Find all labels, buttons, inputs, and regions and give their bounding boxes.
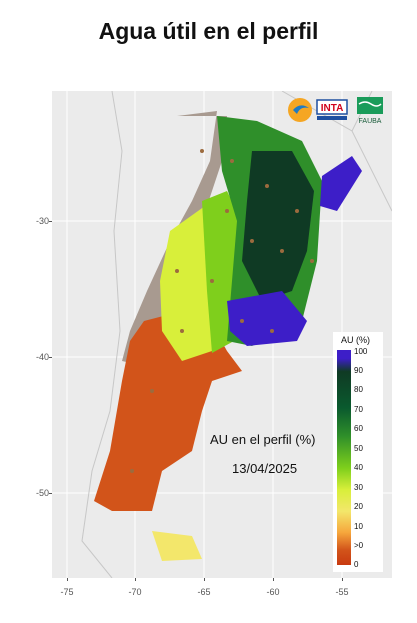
- legend-label: 0: [354, 560, 359, 569]
- legend-color-bar: [337, 350, 351, 565]
- y-tick-mark: [49, 357, 52, 358]
- fauba-logo-icon: FAUBA: [357, 97, 383, 125]
- x-tick-label: -65: [197, 587, 211, 597]
- legend-label: 70: [354, 405, 363, 414]
- y-tick-mark: [49, 493, 52, 494]
- legend-label: 40: [354, 463, 363, 472]
- svg-text:INTA: INTA: [321, 103, 344, 114]
- tierra-del-fuego: [152, 531, 202, 561]
- svg-text:FAUBA: FAUBA: [359, 118, 382, 125]
- saturated-region-south: [227, 291, 307, 346]
- inta-logo-icon: [316, 99, 348, 115]
- x-tick-label: -70: [128, 587, 142, 597]
- legend-label: 80: [354, 385, 363, 394]
- legend-label: >0: [354, 541, 364, 550]
- x-tick-mark: [273, 578, 274, 581]
- very-wet-region: [242, 151, 314, 301]
- y-tick-mark: [49, 221, 52, 222]
- x-tick-mark: [135, 578, 136, 581]
- legend: AU (%) 100 90 80 70 60 50 40 30 20 10 >0…: [333, 332, 383, 572]
- legend-label: 60: [354, 424, 363, 433]
- page-title: Agua útil en el perfil: [98, 18, 319, 44]
- legend-label: 20: [354, 502, 363, 511]
- institution-logos: INTA FAUBA: [287, 94, 387, 126]
- soil-water-map: [52, 91, 392, 578]
- chile-outline: [81, 91, 123, 578]
- legend-label: 30: [354, 483, 363, 492]
- legend-label: 90: [354, 366, 363, 375]
- map-date: 13/04/2025: [232, 461, 298, 476]
- stations: [130, 149, 314, 473]
- x-tick-label: -55: [335, 587, 349, 597]
- x-tick-label: -60: [266, 587, 280, 597]
- legend-label: 100: [354, 347, 368, 356]
- x-tick-label: -75: [60, 587, 74, 597]
- map-annotation-title: AU en el perfil (%): [210, 432, 316, 447]
- y-tick-label: -30: [35, 216, 49, 226]
- x-tick-mark: [67, 578, 68, 581]
- saturated-region-north: [320, 156, 362, 211]
- legend-label: 10: [354, 522, 363, 531]
- logo-strip: INTA FAUBA: [288, 97, 383, 125]
- legend-title: AU (%): [341, 335, 370, 345]
- legend-label: 50: [354, 444, 363, 453]
- org-logo-icon: [288, 98, 312, 122]
- y-tick-label: -50: [35, 488, 49, 498]
- y-tick-label: -40: [35, 352, 49, 362]
- x-tick-mark: [204, 578, 205, 581]
- dry-region-south: [94, 306, 242, 511]
- x-tick-mark: [342, 578, 343, 581]
